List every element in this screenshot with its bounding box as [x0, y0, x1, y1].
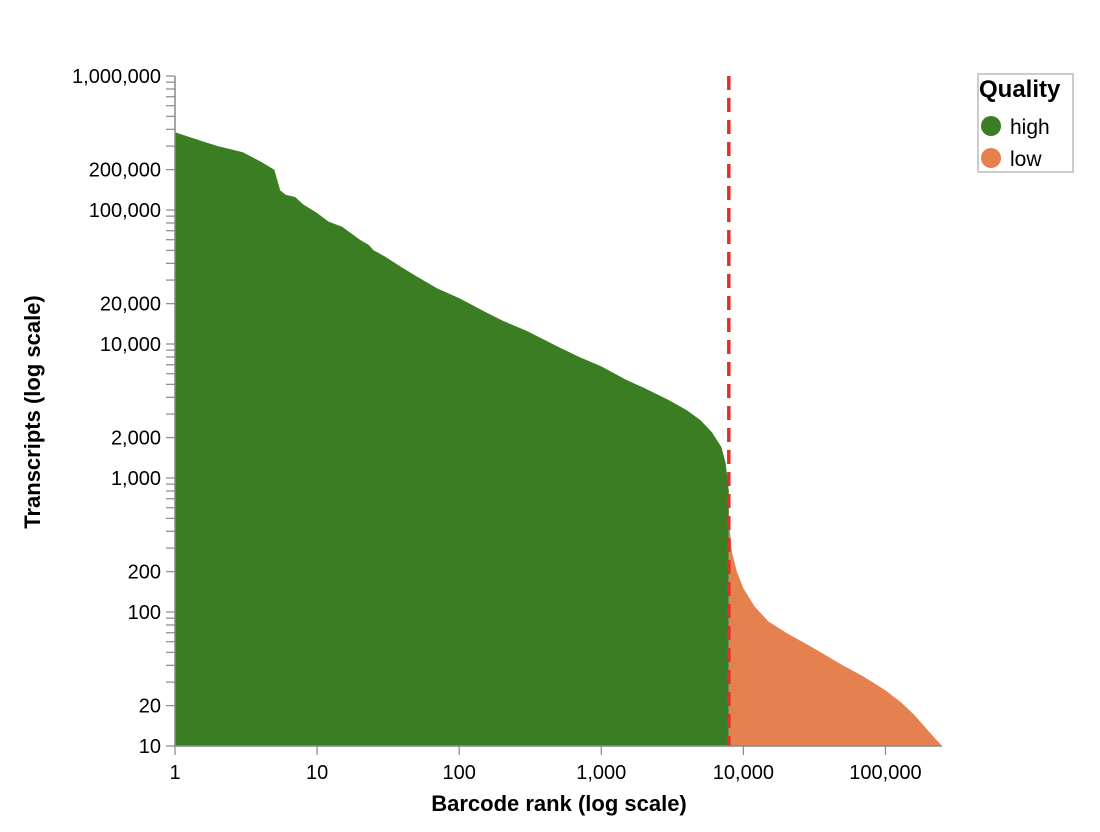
x-tick-label: 100,000 [849, 762, 921, 784]
y-axis-title: Transcripts (log scale) [20, 295, 45, 529]
legend-swatch-high [981, 116, 1001, 136]
x-tick-label: 10,000 [713, 762, 774, 784]
y-axis: 10 20 100 200 1,000 2,000 10,000 20,000 100,000 2… [72, 66, 176, 758]
legend-swatch-low [981, 148, 1001, 168]
area-high [175, 132, 729, 747]
y-tick-label: 20 [139, 696, 161, 718]
legend-title: Quality [979, 76, 1061, 103]
y-tick-label: 2,000 [111, 428, 161, 450]
x-tick-label: 1,000 [576, 762, 626, 784]
legend-label-low: low [1010, 148, 1042, 171]
x-axis-title: Barcode rank (log scale) [431, 791, 687, 816]
y-tick-label: 20,000 [100, 294, 161, 316]
y-tick-label: 10,000 [100, 334, 161, 356]
y-tick-label: 1,000,000 [72, 66, 161, 88]
x-tick-label: 100 [442, 762, 475, 784]
x-tick-label: 1 [169, 762, 180, 784]
y-tick-label: 100 [128, 602, 161, 624]
x-axis: 1 10 100 1,000 10,000 100,000 [169, 745, 942, 784]
x-tick-label: 10 [306, 762, 328, 784]
y-tick-label: 1,000 [111, 468, 161, 490]
plot-areas [175, 132, 942, 747]
y-tick-label: 100,000 [89, 200, 161, 222]
legend: Quality high low [977, 73, 1074, 173]
y-tick-label: 200,000 [89, 160, 161, 182]
area-low [728, 518, 942, 746]
y-tick-label: 200 [128, 562, 161, 584]
y-tick-label: 10 [139, 736, 161, 758]
legend-label-high: high [1010, 116, 1050, 139]
